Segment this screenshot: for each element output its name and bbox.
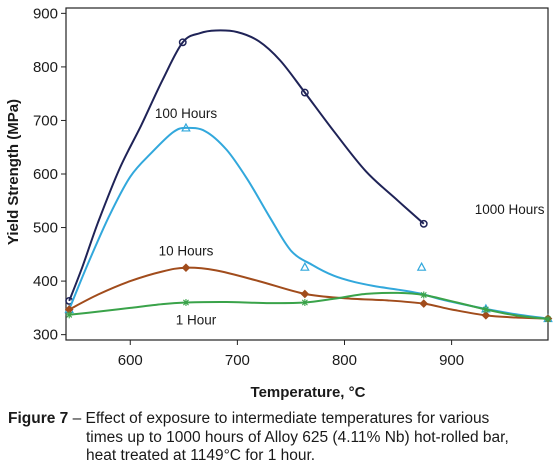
- data-point: [300, 88, 309, 97]
- axes: 300 400 500 600 700 800 900 600 700 800 900: [33, 5, 464, 369]
- x-tick-label: 900: [439, 352, 464, 369]
- data-point: [416, 261, 427, 271]
- series-100-hours: [64, 122, 553, 323]
- series-label-0: 1000 Hours: [475, 202, 545, 217]
- series-layer: [64, 29, 553, 323]
- data-point: [300, 289, 310, 299]
- series-label-2: 10 Hours: [159, 244, 214, 259]
- series-1-hour: [65, 291, 552, 323]
- y-tick-label: 500: [33, 220, 58, 237]
- x-axis-title: Temperature, °C: [251, 384, 366, 401]
- y-tick-label: 900: [33, 5, 58, 22]
- series-label-1: 100 Hours: [155, 106, 218, 121]
- data-point: [544, 315, 552, 323]
- data-point: [482, 305, 490, 313]
- data-point: [419, 299, 429, 308]
- caption-line-2: times up to 1000 hours of Alloy 625 (4.1…: [86, 428, 509, 446]
- plot-frame: [65, 7, 549, 341]
- data-point: [419, 219, 428, 228]
- figure-caption: Figure 7 – Effect of exposure to interme…: [8, 410, 553, 466]
- data-point: [301, 299, 309, 307]
- plot-area: [65, 7, 549, 341]
- series-line: [68, 126, 549, 320]
- series-10-hours: [64, 263, 553, 323]
- x-tick-label: 800: [332, 352, 357, 369]
- y-axis-title: Yield Strength (MPa): [5, 99, 22, 245]
- data-point: [300, 261, 310, 271]
- data-point: [65, 311, 73, 319]
- data-point: [420, 291, 428, 299]
- y-tick-label: 800: [33, 59, 58, 76]
- y-tick-label: 700: [33, 112, 58, 129]
- series-line: [68, 29, 425, 302]
- x-tick-label: 600: [118, 352, 143, 369]
- caption-line-3: heat treated at 1149°C for 1 hour.: [86, 447, 316, 464]
- series-line: [68, 266, 549, 320]
- series-label-3: 1 Hour: [176, 313, 217, 328]
- yield-strength-chart: 300 400 500 600 700 800 900 600 700 800 900 1000 H…: [5, 5, 553, 401]
- y-tick-label: 300: [33, 327, 58, 344]
- series-labels: 1000 Hours 100 Hours 10 Hours 1 Hour: [155, 106, 545, 328]
- data-point: [481, 311, 491, 320]
- caption-dash: –: [68, 410, 86, 427]
- data-point: [182, 299, 190, 307]
- y-tick-label: 400: [33, 273, 58, 290]
- figure-number: Figure 7: [8, 410, 69, 427]
- data-point: [181, 263, 191, 273]
- series-1000-hours: [65, 29, 428, 305]
- caption-line-1: Effect of exposure to intermediate tempe…: [85, 410, 490, 427]
- y-tick-label: 600: [33, 166, 58, 183]
- data-point: [178, 38, 187, 47]
- data-point: [181, 122, 191, 132]
- x-tick-label: 700: [225, 352, 250, 369]
- series-line: [69, 291, 549, 321]
